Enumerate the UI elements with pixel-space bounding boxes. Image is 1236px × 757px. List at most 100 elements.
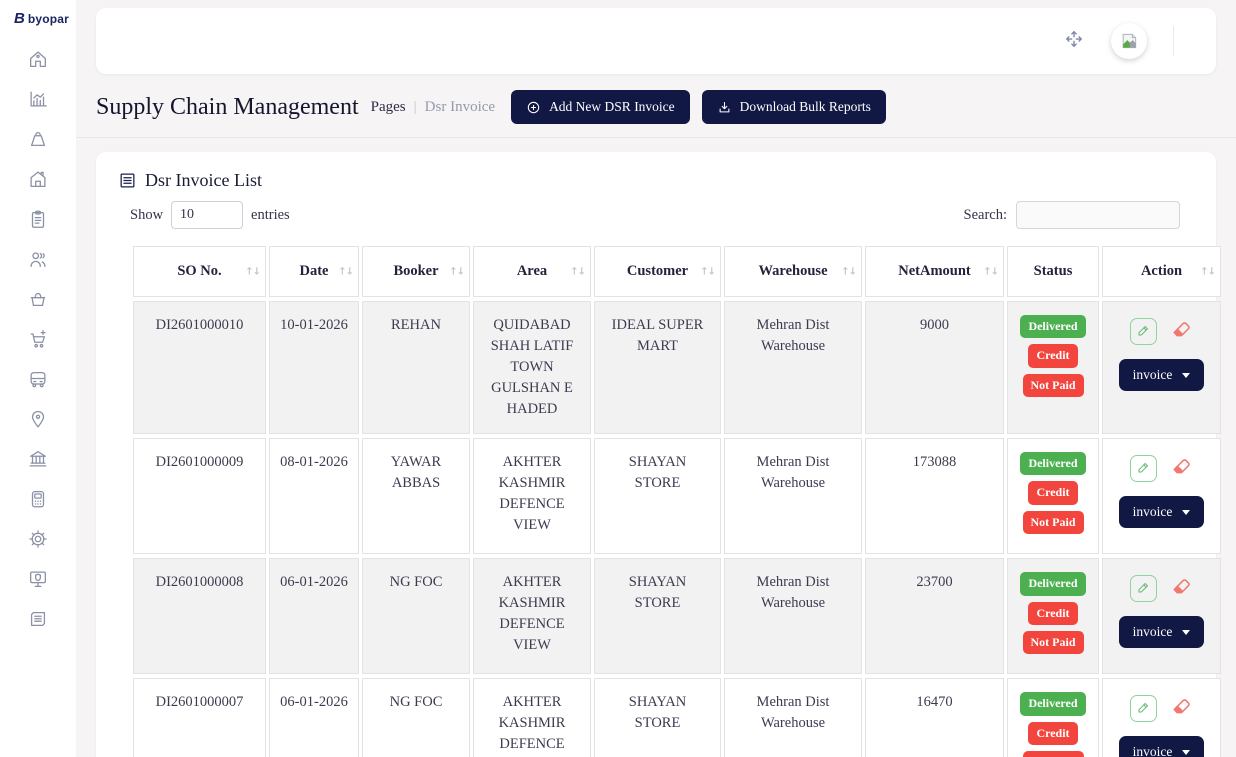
invoice-dropdown-label: invoice [1132,744,1173,757]
status-badge: Not Paid [1022,751,1084,757]
eraser-icon [1172,322,1190,337]
sidebar-item-analytics[interactable] [18,79,58,119]
breadcrumb-separator: | [413,98,417,115]
delete-button[interactable] [1169,452,1194,484]
cell-date: 06-01-2026 [269,558,359,675]
col-header-booker[interactable]: Booker ↑↓ [362,246,470,297]
sort-icon[interactable]: ↑↓ [449,266,465,277]
sidebar-item-cart[interactable] [18,319,58,359]
sidebar-item-home[interactable] [18,39,58,79]
status-badge: Credit [1028,721,1078,746]
sidebar-item-vehicle[interactable] [18,359,58,399]
invoice-dropdown-label: invoice [1132,367,1173,383]
invoice-table: SO No. ↑↓ Date ↑↓ Booker ↑↓ Area ↑↓ Customer… [130,242,1224,757]
sidebar-item-basket[interactable] [18,279,58,319]
cell-net-amount: 173088 [865,438,1004,555]
edit-button[interactable] [1129,454,1157,482]
cell-so-no: DI2601000010 [133,301,266,435]
download-bulk-reports-button[interactable]: Download Bulk Reports [701,90,886,124]
monitor-shield-icon [30,571,46,587]
status-badge: Not Paid [1022,510,1084,535]
sidebar-item-warehouse[interactable] [18,159,58,199]
col-header-date[interactable]: Date ↑↓ [269,246,359,297]
cell-customer: SHAYAN STORE [594,438,721,555]
user-avatar[interactable] [1111,23,1147,59]
top-bar [96,8,1216,74]
cell-booker: REHAN [362,301,470,435]
col-header-netamount[interactable]: NetAmount ↑↓ [865,246,1004,297]
sidebar-item-weight[interactable] [18,119,58,159]
status-badge: Not Paid [1022,373,1084,398]
brand-logo[interactable]: B byopar [0,0,76,31]
document-icon [30,611,46,627]
sidebar-item-orders[interactable] [18,199,58,239]
edit-button[interactable] [1129,574,1157,602]
cell-so-no: DI2601000009 [133,438,266,555]
delete-button[interactable] [1169,315,1194,347]
add-dsr-invoice-button[interactable]: Add New DSR Invoice [511,90,690,124]
cell-net-amount: 23700 [865,558,1004,675]
cell-customer: SHAYAN STORE [594,558,721,675]
eraser-icon [1172,699,1190,714]
edit-button[interactable] [1129,694,1157,722]
cell-net-amount: 9000 [865,301,1004,435]
col-header-so-no[interactable]: SO No. ↑↓ [133,246,266,297]
chevron-down-icon [1182,509,1191,515]
invoice-table-body: DI2601000010 10-01-2026 REHAN QUIDABAD S… [133,301,1221,757]
cell-booker: YAWAR ABBAS [362,438,470,555]
status-badge: Delivered [1020,692,1086,716]
cell-warehouse: Mehran Dist Warehouse [724,678,862,757]
sidebar-item-reports[interactable] [18,599,58,639]
sidebar-item-calculator[interactable] [18,479,58,519]
invoice-dropdown-button[interactable]: invoice [1118,496,1205,529]
fullscreen-move-button[interactable] [1063,28,1085,55]
delete-button[interactable] [1169,572,1194,604]
cell-area: QUIDABAD SHAH LATIF TOWN GULSHAN E HADED [473,301,591,435]
breadcrumb-current: Dsr Invoice [424,98,496,115]
sidebar-item-users[interactable] [18,239,58,279]
col-header-area[interactable]: Area ↑↓ [473,246,591,297]
edit-pencil-icon [1138,703,1148,713]
status-badge: Credit [1028,344,1078,368]
col-header-action[interactable]: Action ↑↓ [1102,246,1221,297]
sort-icon[interactable]: ↑↓ [570,266,586,277]
cell-warehouse: Mehran Dist Warehouse [724,558,862,675]
cell-customer: IDEAL SUPER MART [594,301,721,435]
cell-net-amount: 16470 [865,678,1004,757]
status-badge: Credit [1028,481,1078,505]
status-badge: Delivered [1020,572,1086,596]
sort-icon[interactable]: ↑↓ [1200,266,1216,277]
col-header-customer[interactable]: Customer ↑↓ [594,246,721,297]
edit-button[interactable] [1129,317,1157,345]
chevron-down-icon [1182,372,1191,378]
move-arrows-icon [1066,30,1082,47]
sidebar: B byopar [0,0,76,757]
sidebar-item-settings[interactable] [18,519,58,559]
sort-icon[interactable]: ↑↓ [841,266,857,277]
sort-icon[interactable]: ↑↓ [983,266,999,277]
col-header-warehouse[interactable]: Warehouse ↑↓ [724,246,862,297]
sidebar-item-monitoring[interactable] [18,559,58,599]
invoice-dropdown-button[interactable]: invoice [1118,359,1205,392]
sort-icon[interactable]: ↑↓ [338,266,354,277]
sidebar-item-location[interactable] [18,399,58,439]
plus-circle-icon [527,101,540,113]
cell-action: invoice [1102,678,1221,757]
add-dsr-invoice-label: Add New DSR Invoice [549,99,675,114]
cell-booker: NG FOC [362,678,470,757]
invoice-dropdown-button[interactable]: invoice [1118,736,1205,757]
sort-icon[interactable]: ↑↓ [245,266,261,277]
invoice-dropdown-label: invoice [1132,624,1173,640]
invoice-dropdown-button[interactable]: invoice [1118,616,1205,649]
entries-count-input[interactable] [171,201,244,229]
col-header-status[interactable]: Status↑↓ [1007,246,1099,297]
sidebar-item-bank[interactable] [18,439,58,479]
search-control: Search: [964,201,1180,229]
cart-plus-icon [30,330,46,348]
sort-icon[interactable]: ↑↓ [700,266,716,277]
edit-pencil-icon [1138,326,1148,336]
delete-button[interactable] [1169,692,1194,724]
search-input[interactable] [1016,201,1180,229]
breadcrumb-section: Pages [370,98,406,115]
search-label: Search: [963,206,1007,223]
